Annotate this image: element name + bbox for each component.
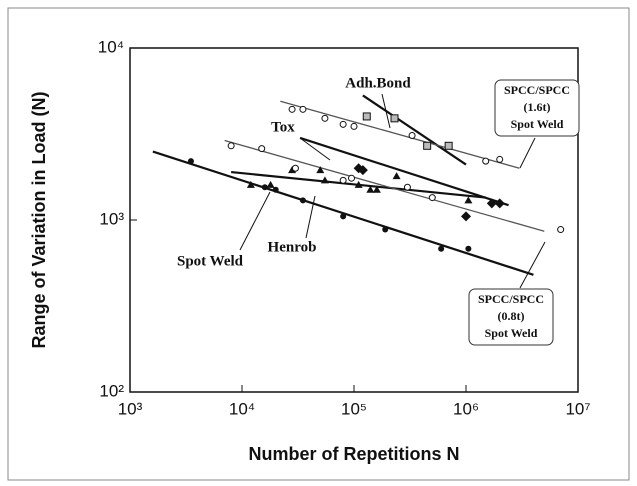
x-axis-label: Number of Repetitions N xyxy=(248,444,459,464)
point xyxy=(354,180,363,188)
annotation-line: Spot Weld xyxy=(511,117,564,131)
point xyxy=(372,185,381,193)
point xyxy=(339,120,347,128)
point xyxy=(321,114,329,122)
y-tick-label: 10² xyxy=(99,381,124,400)
x-tick-label: 10⁶ xyxy=(453,399,479,418)
point xyxy=(392,172,401,180)
point xyxy=(261,184,268,191)
annotation-box xyxy=(494,79,580,137)
annotation: Tox xyxy=(271,119,295,135)
point xyxy=(291,164,299,172)
x-tick-label: 10⁷ xyxy=(565,399,590,418)
point xyxy=(272,186,279,193)
x-tick-label: 10⁴ xyxy=(229,399,255,418)
point xyxy=(496,155,504,163)
point xyxy=(465,245,472,252)
fit-line xyxy=(280,100,520,169)
point xyxy=(408,131,416,139)
annotation: Henrob xyxy=(268,239,317,255)
point xyxy=(350,122,358,130)
annotation-line: Spot Weld xyxy=(485,326,538,340)
point xyxy=(320,176,329,184)
point xyxy=(316,166,325,174)
y-tick-label: 10⁴ xyxy=(98,37,124,56)
point xyxy=(299,197,306,204)
point xyxy=(227,142,235,150)
point xyxy=(423,141,432,150)
point xyxy=(482,157,490,165)
fit-line xyxy=(224,139,545,232)
annotation-line: SPCC/SPCC xyxy=(478,292,544,306)
annotation: Spot Weld xyxy=(177,253,244,269)
fit-line xyxy=(152,150,534,276)
x-tick-label: 10⁵ xyxy=(341,399,367,418)
point xyxy=(403,183,411,191)
annotation-line: SPCC/SPCC xyxy=(504,83,570,97)
point xyxy=(357,165,368,176)
y-tick-label: 10³ xyxy=(99,209,124,228)
point xyxy=(187,158,194,165)
point xyxy=(246,180,255,188)
point xyxy=(438,245,445,252)
point xyxy=(494,198,505,209)
point xyxy=(461,211,471,222)
point xyxy=(428,194,436,202)
annotation: Adh.Bond xyxy=(345,75,411,91)
point xyxy=(444,141,453,150)
point xyxy=(266,180,275,188)
point xyxy=(339,176,347,184)
annotation-line: (1.6t) xyxy=(524,100,551,114)
fit-line xyxy=(299,136,509,207)
point xyxy=(340,213,347,220)
point xyxy=(390,114,399,123)
point xyxy=(486,198,497,209)
point xyxy=(362,112,371,121)
x-tick-label: 10³ xyxy=(118,399,143,418)
point xyxy=(382,226,389,233)
annotation-line: (0.8t) xyxy=(498,309,525,323)
point xyxy=(366,185,375,193)
point xyxy=(348,174,356,182)
fit-line xyxy=(362,94,467,166)
outer-frame xyxy=(7,7,630,481)
point xyxy=(299,105,307,113)
annotation-box xyxy=(468,288,554,346)
y-axis-label: Range of Variation in Load (N) xyxy=(29,91,49,348)
point xyxy=(557,226,565,234)
point xyxy=(258,145,266,153)
point xyxy=(288,105,296,113)
point xyxy=(464,196,473,204)
